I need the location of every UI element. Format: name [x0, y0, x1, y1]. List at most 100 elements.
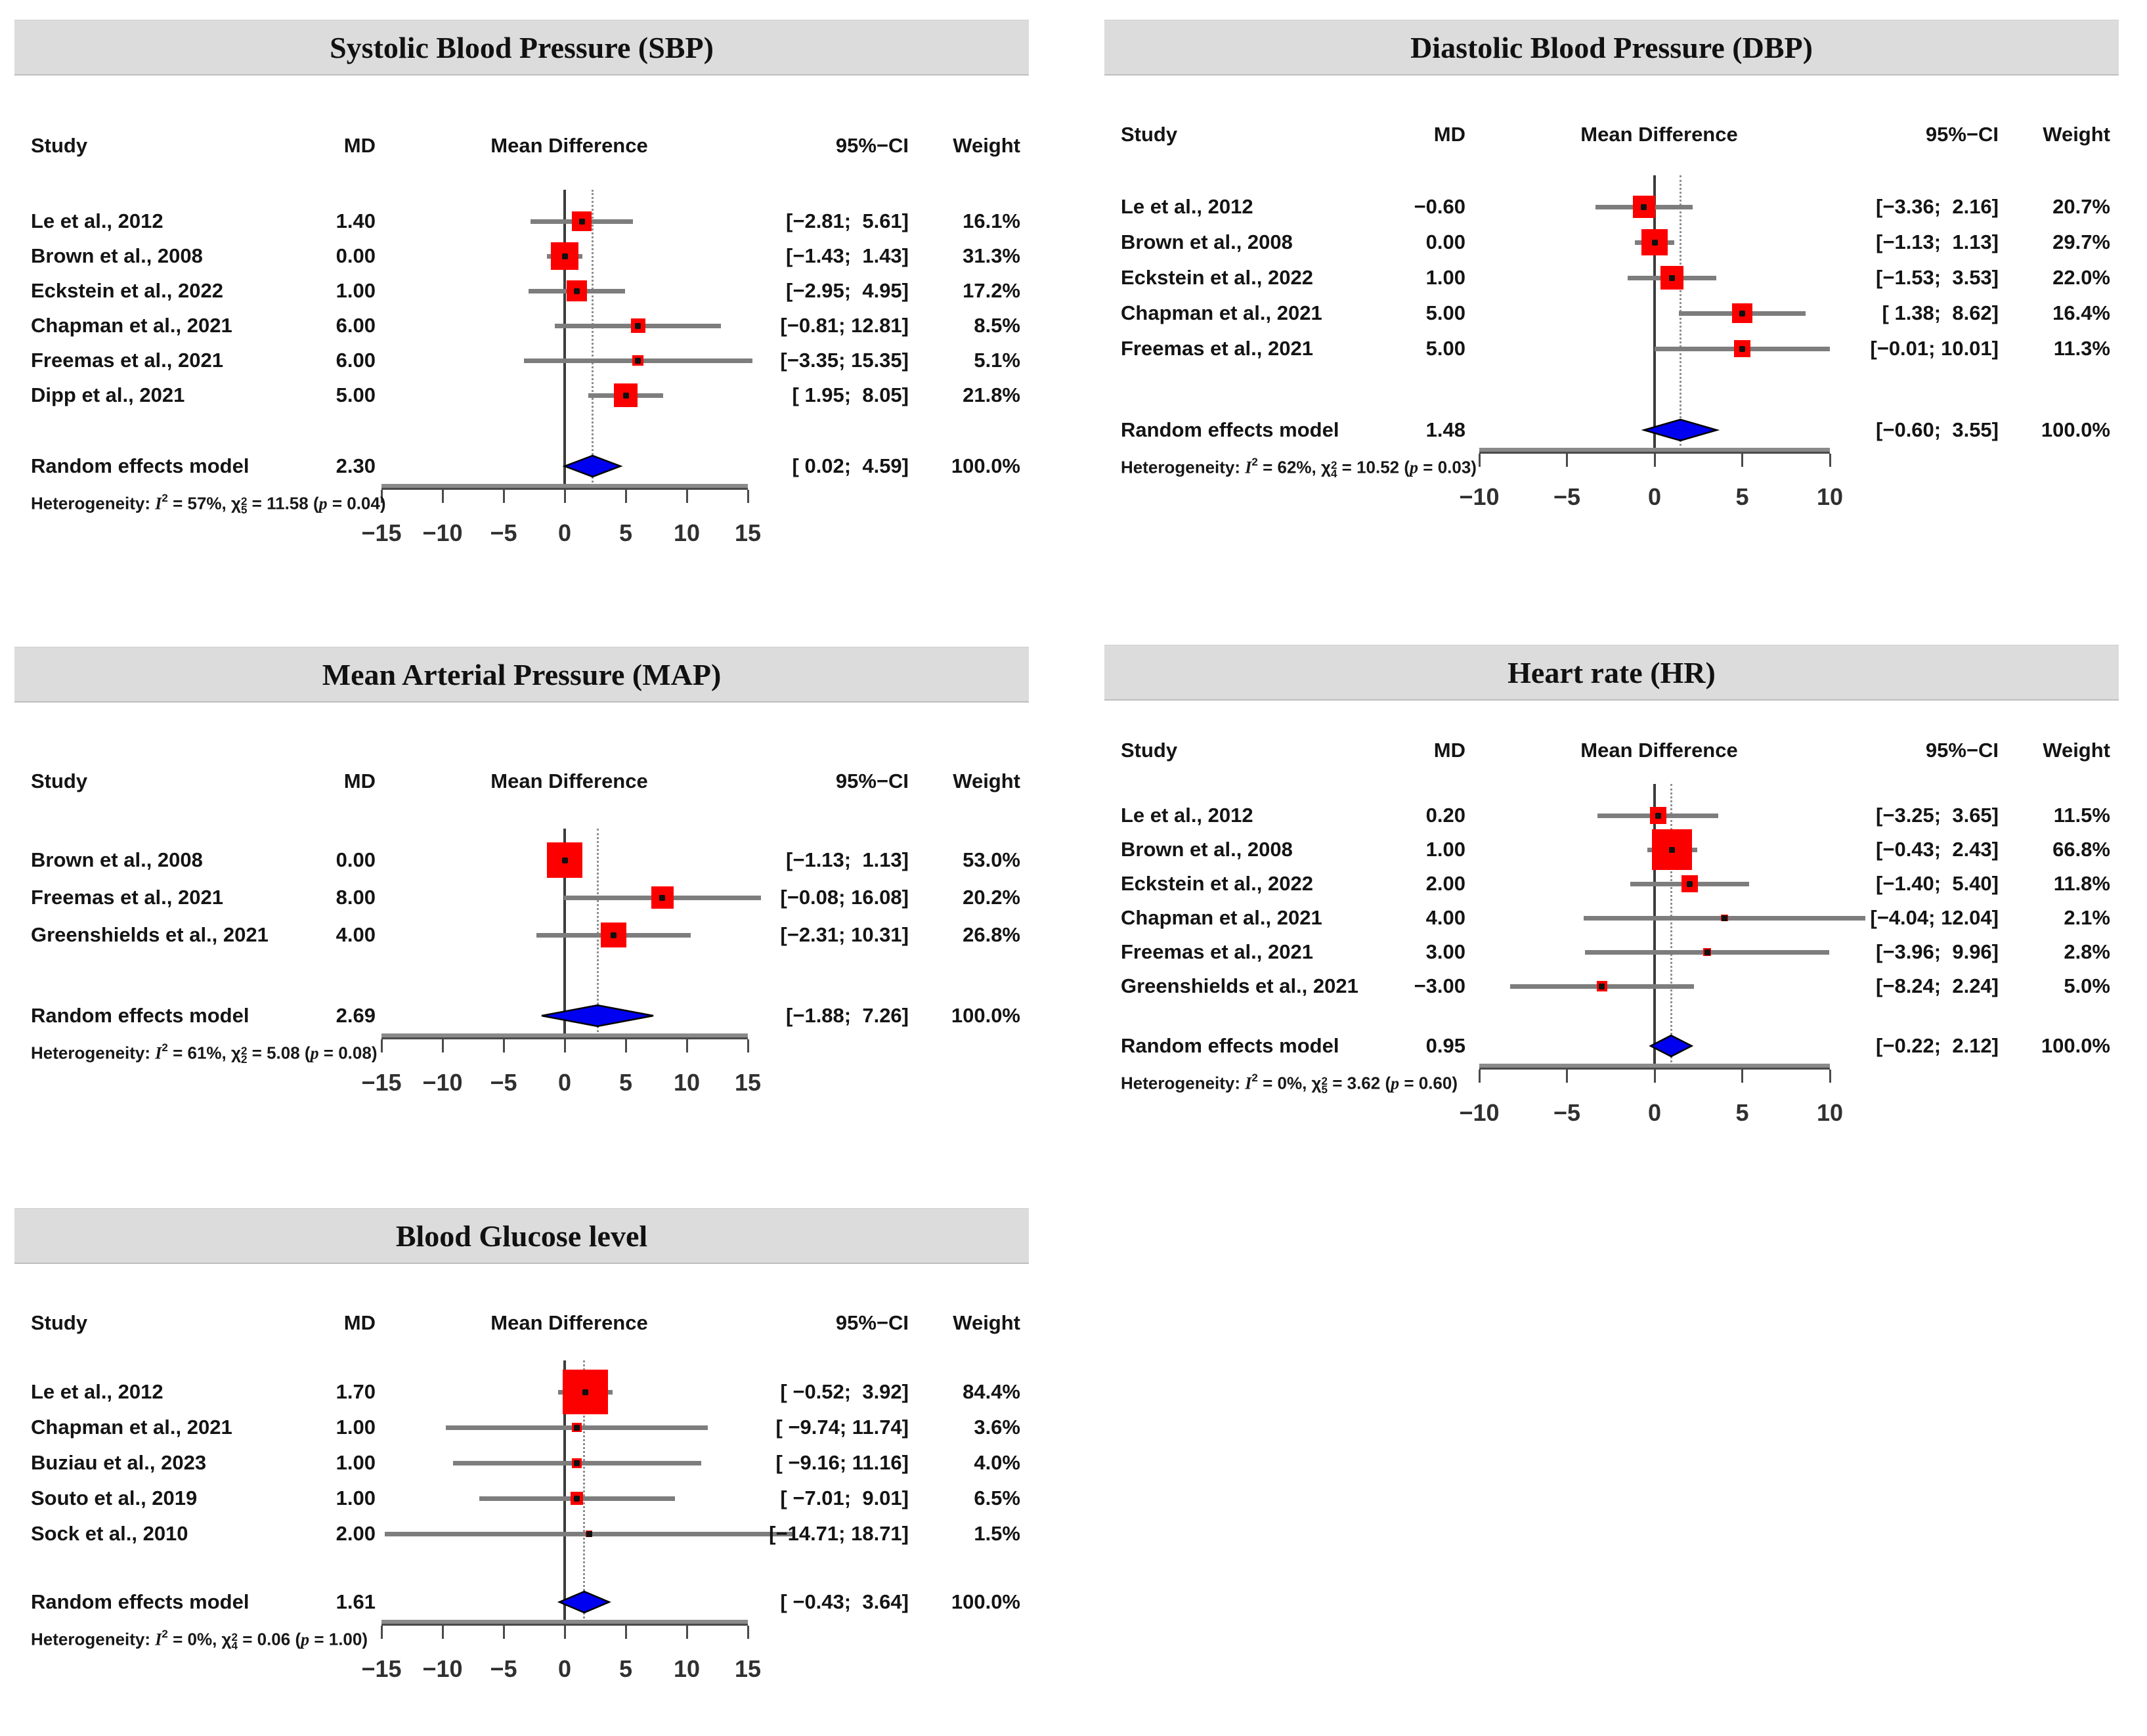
effect-point [1739, 345, 1745, 352]
het-prefix: Heterogeneity: [31, 1043, 156, 1063]
column-header-study: Study [1121, 739, 1178, 762]
x-axis-line [381, 1620, 748, 1626]
het-eq2: = [247, 493, 267, 513]
x-axis-line [1479, 1064, 1830, 1070]
random-effects-label: Random effects model [1121, 1034, 1339, 1057]
chi-exp: 2 [1330, 458, 1337, 471]
chi-value: 5.08 [267, 1043, 300, 1063]
md-value: 6.00 [336, 314, 376, 337]
zero-reference-line [563, 829, 566, 1036]
ci-value: [−1.13; 1.13] [786, 848, 909, 871]
het-prefix: Heterogeneity: [31, 493, 156, 513]
random-effects-label: Random effects model [31, 1590, 249, 1613]
i-squared-symbol: I [155, 1043, 162, 1063]
pooled-diamond [557, 1590, 611, 1614]
random-effects-weight: 100.0% [951, 1590, 1020, 1613]
effect-point [1739, 310, 1745, 316]
panel-title: Blood Glucose level [395, 1219, 648, 1253]
chi-df: 5 [1321, 1083, 1328, 1096]
panel-title-bar: Diastolic Blood Pressure (DBP) [1104, 20, 2119, 76]
x-axis-tick-label: 15 [734, 1069, 762, 1096]
study-label: Freemas et al., 2021 [31, 886, 223, 909]
effect-point [1651, 239, 1658, 246]
study-label: Chapman et al., 2021 [1121, 906, 1322, 929]
x-axis-tick [441, 1039, 444, 1052]
ci-value: [−2.95; 4.95] [786, 279, 909, 302]
effect-point [574, 1460, 580, 1466]
het-pclose: ) [380, 493, 386, 513]
p-value: 0.03 [1437, 457, 1471, 477]
p-value: 0.60 [1418, 1073, 1452, 1093]
effect-point [1704, 949, 1710, 955]
column-header-weight: Weight [2043, 123, 2110, 146]
x-axis-tick-label: −15 [361, 519, 402, 546]
ci-value: [−2.81; 5.61] [786, 209, 909, 232]
weight-value: 31.3% [963, 244, 1020, 267]
x-axis-tick-label: −10 [422, 1655, 463, 1682]
p-symbol: p [318, 494, 328, 513]
pooled-diamond [1641, 418, 1720, 442]
x-axis-tick [624, 490, 627, 503]
study-label: Greenshields et al., 2021 [1121, 974, 1358, 997]
p-symbol: p [1391, 1074, 1400, 1093]
column-header-md: MD [343, 1311, 376, 1334]
effect-point [1599, 983, 1605, 989]
x-axis-tick-label: 0 [557, 1655, 572, 1682]
column-header-ci: 95%−CI [835, 134, 909, 157]
study-label: Sock et al., 2010 [31, 1522, 188, 1545]
zero-reference-line [1653, 175, 1656, 450]
column-header-mean-difference: Mean Difference [1580, 739, 1738, 762]
het-popen: ( [1380, 1073, 1391, 1093]
het-eq2: = [237, 1629, 257, 1649]
chi-exp: 2 [1321, 1074, 1328, 1087]
md-value: 2.00 [1425, 872, 1465, 895]
random-effects-label: Random effects model [1121, 418, 1339, 441]
het-eq2: = [1337, 457, 1357, 477]
het-eq3: = [327, 493, 347, 513]
het-sep: , [221, 1043, 231, 1063]
x-axis-tick-label: 15 [734, 1655, 762, 1682]
i-squared-symbol: I [155, 494, 162, 513]
study-label: Eckstein et al., 2022 [1121, 872, 1313, 895]
weight-value: 22.0% [2052, 266, 2110, 289]
het-pclose: ) [371, 1043, 378, 1063]
random-effects-weight: 100.0% [2041, 1034, 2110, 1057]
panel-title-bar: Blood Glucose level [14, 1208, 1029, 1264]
x-axis-tick-label: −10 [422, 519, 463, 546]
ci-value: [−14.71; 18.71] [769, 1522, 909, 1545]
het-eq1: = [167, 493, 188, 513]
zero-reference-line [563, 1360, 566, 1622]
column-header-weight: Weight [2043, 739, 2110, 762]
chi-symbol: χ [231, 493, 241, 513]
x-axis-line [1479, 448, 1830, 454]
effect-point [1669, 846, 1676, 853]
x-axis-tick [1478, 454, 1481, 467]
column-header-mean-difference: Mean Difference [490, 770, 648, 792]
ci-value: [ −0.52; 3.92] [780, 1380, 909, 1403]
x-axis-tick-label: −10 [1459, 483, 1500, 510]
md-value: 5.00 [336, 383, 376, 406]
chi-value: 11.58 [267, 493, 309, 513]
het-eq3: = [1399, 1073, 1419, 1093]
weight-value: 21.8% [963, 383, 1020, 406]
study-label: Brown et al., 2008 [1121, 838, 1293, 861]
chi-value: 10.52 [1356, 457, 1400, 477]
x-axis-tick [747, 1626, 749, 1639]
pooled-estimate-dotted-line [592, 190, 594, 487]
md-value: 1.40 [336, 209, 376, 232]
weight-value: 26.8% [963, 923, 1020, 946]
het-eq3: = [309, 1629, 329, 1649]
effect-point [1655, 812, 1661, 819]
study-label: Brown et al., 2008 [31, 848, 203, 871]
weight-value: 8.5% [974, 314, 1020, 337]
ci-value: [−1.53; 3.53] [1876, 266, 1999, 289]
x-axis-tick [380, 1039, 383, 1052]
x-axis-tick-label: −10 [1459, 1099, 1500, 1126]
panel-title: Heart rate (HR) [1507, 655, 1716, 689]
het-eq3: = [1418, 457, 1438, 477]
het-eq1: = [1257, 1073, 1278, 1093]
ci-value: [−3.96; 9.96] [1876, 940, 1999, 963]
